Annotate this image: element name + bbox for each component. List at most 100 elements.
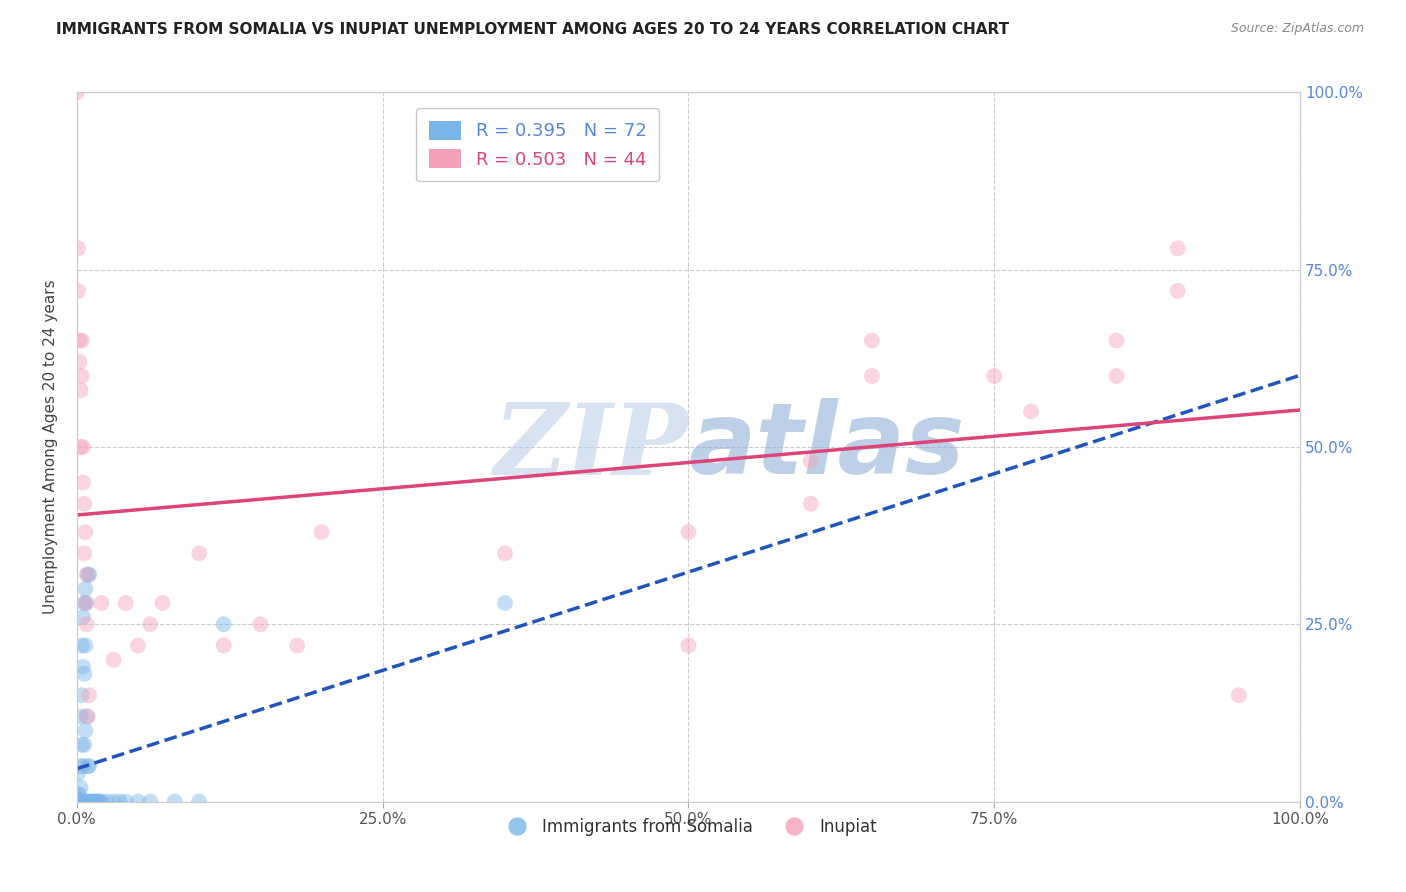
Point [67,795,90,809]
Point [212,639,235,653]
Point [127,795,149,809]
Point [67,795,90,809]
Point [67,795,90,809]
Point [67,795,90,809]
Point [75,582,97,596]
Point [72,610,94,624]
Point [72,759,94,773]
Point [69,780,91,795]
Point [678,639,700,653]
Text: ZIP: ZIP [494,399,689,495]
Point [67,241,90,255]
Point [494,596,516,610]
Point [76,617,98,632]
Point [77,759,100,773]
Point [285,639,308,653]
Point [69,795,91,809]
Point [73,738,96,752]
Point [80,795,103,809]
Point [67,284,90,298]
Point [70,334,93,348]
Point [1105,369,1128,384]
Point [67,795,90,809]
Point [67,788,90,802]
Point [860,369,883,384]
Point [84,795,107,809]
Text: IMMIGRANTS FROM SOMALIA VS INUPIAT UNEMPLOYMENT AMONG AGES 20 TO 24 YEARS CORREL: IMMIGRANTS FROM SOMALIA VS INUPIAT UNEMP… [56,22,1010,37]
Point [87,795,110,809]
Point [108,795,131,809]
Point [75,795,97,809]
Point [1167,284,1189,298]
Point [70,795,93,809]
Point [188,546,211,560]
Point [103,795,125,809]
Point [70,738,93,752]
Point [67,355,90,369]
Point [69,795,91,809]
Point [800,497,823,511]
Point [82,795,104,809]
Point [152,596,174,610]
Point [1167,241,1189,255]
Point [67,795,90,809]
Point [77,688,100,702]
Text: atlas: atlas [689,399,965,495]
Point [72,660,94,674]
Point [67,788,90,802]
Point [69,795,91,809]
Point [73,596,96,610]
Point [66,86,89,100]
Point [90,596,112,610]
Point [75,524,97,539]
Point [67,795,90,809]
Point [103,653,125,667]
Point [83,795,105,809]
Point [72,475,94,490]
Point [73,667,96,681]
Point [67,795,90,809]
Point [114,795,136,809]
Point [67,795,90,809]
Point [67,795,90,809]
Point [72,440,94,454]
Point [75,596,97,610]
Point [67,795,90,809]
Point [67,795,90,809]
Point [96,795,118,809]
Point [73,546,96,560]
Point [67,766,90,780]
Point [69,759,91,773]
Point [76,709,98,723]
Point [77,567,100,582]
Point [73,497,96,511]
Point [75,639,97,653]
Point [90,795,112,809]
Point [67,334,90,348]
Point [70,688,93,702]
Point [983,369,1005,384]
Point [494,546,516,560]
Point [75,723,97,738]
Point [1019,404,1042,418]
Point [67,795,90,809]
Point [67,795,90,809]
Legend: Immigrants from Somalia, Inupiat: Immigrants from Somalia, Inupiat [494,812,883,843]
Point [67,795,90,809]
Point [76,795,98,809]
Point [86,795,108,809]
Point [127,639,149,653]
Point [67,795,90,809]
Point [72,795,94,809]
Point [70,795,93,809]
Point [89,795,111,809]
Point [76,596,98,610]
Point [86,795,108,809]
Point [67,795,90,809]
Point [70,639,93,653]
Point [67,795,90,809]
Point [73,795,96,809]
Point [163,795,186,809]
Point [79,795,101,809]
Point [69,383,91,397]
